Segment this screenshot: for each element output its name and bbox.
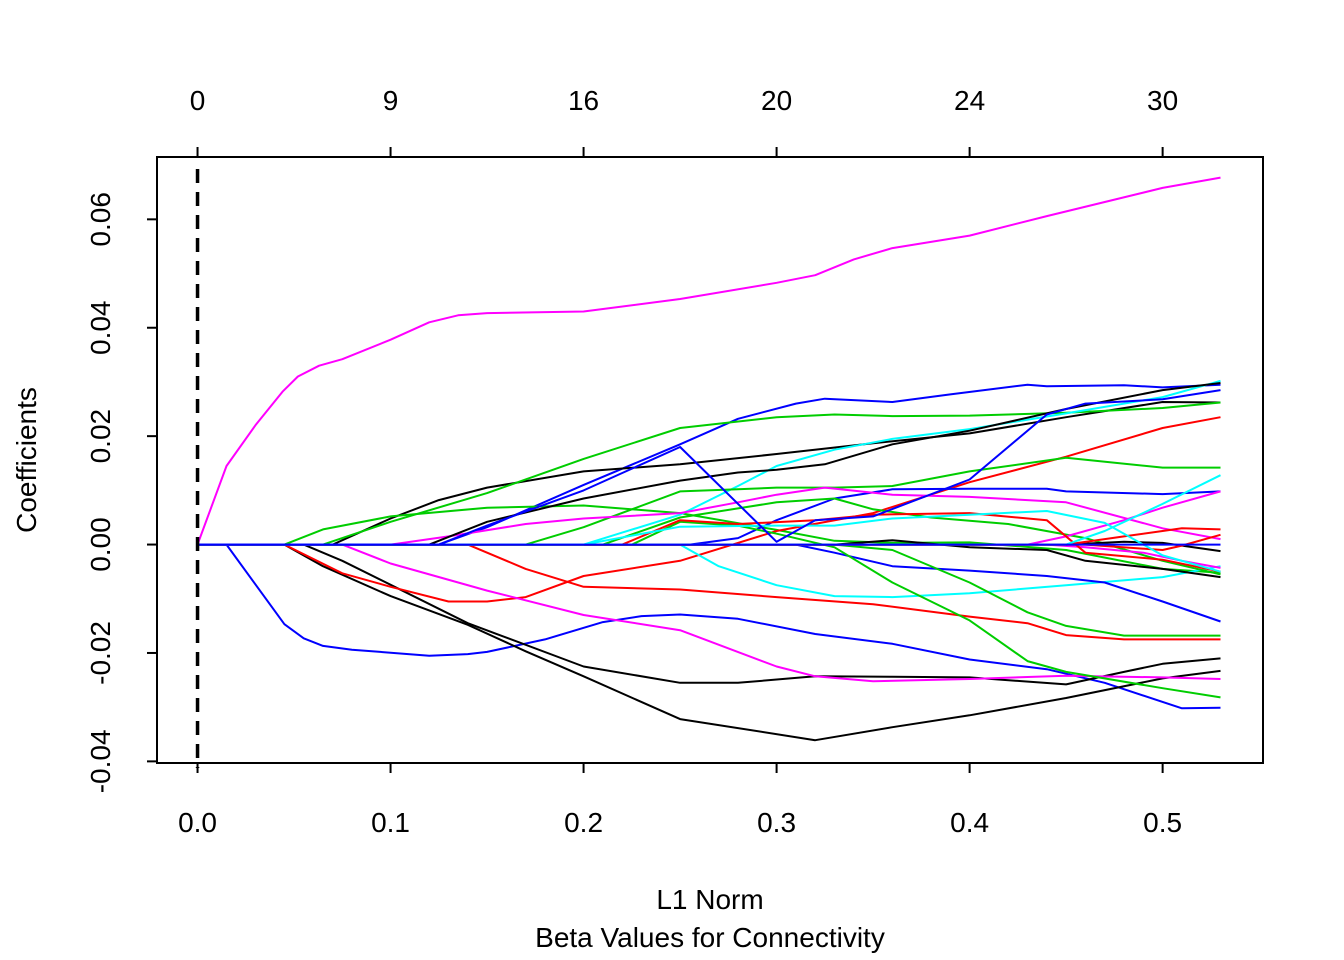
coefficient-path-5 bbox=[197, 543, 1221, 686]
top-tick-label: 20 bbox=[761, 85, 792, 116]
y-tick-label: 0.02 bbox=[85, 409, 116, 464]
coefficient-path-7 bbox=[197, 504, 1221, 574]
chart-subtitle: Beta Values for Connectivity bbox=[535, 922, 885, 953]
y-axis-label: Coefficients bbox=[11, 387, 42, 533]
coefficient-path-31 bbox=[197, 389, 1221, 546]
y-tick-label: 0.04 bbox=[85, 300, 116, 355]
coefficient-path-14 bbox=[197, 487, 1221, 546]
plot-frame bbox=[156, 156, 1264, 764]
coefficient-path-11 bbox=[197, 543, 1221, 683]
x-tick-label: 0.3 bbox=[757, 807, 796, 838]
x-axis-label: L1 Norm bbox=[656, 884, 763, 915]
coefficient-path-13 bbox=[197, 543, 1221, 599]
coefficient-path-10 bbox=[197, 543, 1221, 641]
top-tick-label: 0 bbox=[190, 85, 206, 116]
coefficient-path-26 bbox=[197, 512, 1221, 573]
coefficient-path-16 bbox=[197, 456, 1221, 546]
series-layer bbox=[196, 176, 1221, 742]
x-tick-label: 0.2 bbox=[564, 807, 603, 838]
x-tick-label: 0.1 bbox=[371, 807, 410, 838]
y-tick-label: 0.06 bbox=[85, 192, 116, 247]
coefficient-path-12 bbox=[197, 379, 1221, 546]
coefficient-path-24 bbox=[197, 382, 1221, 546]
coefficient-path-29 bbox=[197, 510, 1221, 573]
top-tick-label: 30 bbox=[1147, 85, 1178, 116]
y-tick-label: 0.00 bbox=[85, 517, 116, 572]
coefficient-path-2 bbox=[197, 543, 1221, 710]
coefficient-path-4 bbox=[197, 543, 1221, 742]
coefficient-path-6 bbox=[197, 401, 1221, 546]
top-tick-label: 16 bbox=[568, 85, 599, 116]
top-tick-label: 9 bbox=[383, 85, 399, 116]
coefficient-path-19 bbox=[197, 543, 1221, 637]
x-tick-label: 0.5 bbox=[1143, 807, 1182, 838]
x-axis-top: 0 9 16 20 24 30 bbox=[190, 85, 1178, 157]
coefficient-path-20 bbox=[197, 486, 1221, 546]
x-axis-bottom: 0.0 0.1 0.2 0.3 0.4 0.5 bbox=[178, 763, 1182, 838]
coefficient-path-18 bbox=[197, 520, 1221, 699]
top-tick-label: 24 bbox=[954, 85, 985, 116]
x-tick-label: 0.0 bbox=[178, 807, 217, 838]
y-axis-left: -0.04 -0.02 0.00 0.02 0.04 0.06 bbox=[85, 192, 157, 793]
coefficient-path-9 bbox=[197, 416, 1221, 603]
coefficient-path-15 bbox=[197, 543, 1221, 623]
y-tick-label: -0.04 bbox=[85, 729, 116, 793]
y-tick-label: -0.02 bbox=[85, 621, 116, 685]
coefficient-path-1 bbox=[196, 176, 1221, 545]
x-tick-label: 0.4 bbox=[950, 807, 989, 838]
